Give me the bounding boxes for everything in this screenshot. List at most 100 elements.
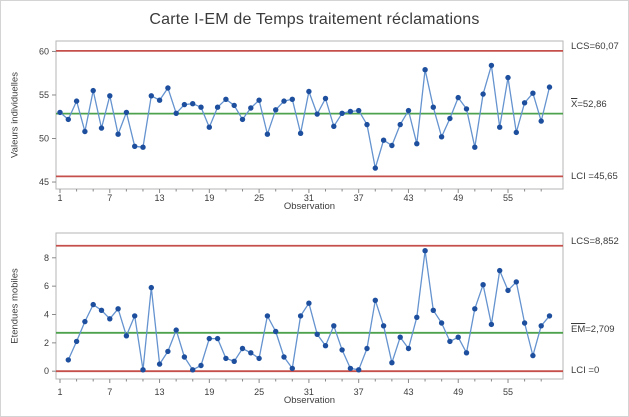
data-point[interactable] [206, 335, 212, 342]
data-point[interactable] [422, 248, 428, 254]
data-point[interactable] [331, 323, 337, 329]
data-point[interactable] [173, 327, 179, 333]
data-point[interactable] [480, 282, 486, 288]
data-point[interactable] [472, 306, 478, 312]
series-line[interactable] [59, 64, 551, 169]
moving-range-plot-area[interactable]: 0 2 4 6 8 1 7 13 19 25 31 37 43 49 55 [1, 229, 628, 417]
data-point[interactable] [488, 62, 495, 69]
data-point[interactable] [132, 313, 138, 319]
data-point[interactable] [273, 107, 279, 113]
data-point[interactable] [347, 365, 354, 372]
data-point[interactable] [140, 367, 146, 373]
data-point[interactable] [463, 106, 470, 112]
data-point[interactable] [231, 102, 237, 109]
data-point[interactable] [314, 111, 320, 117]
data-point[interactable] [156, 361, 163, 367]
data-point[interactable] [181, 101, 188, 108]
data-point[interactable] [223, 96, 229, 102]
data-point[interactable] [472, 144, 478, 150]
data-point[interactable] [314, 331, 320, 337]
data-point[interactable] [405, 345, 412, 352]
data-point[interactable] [140, 144, 146, 150]
data-point[interactable] [397, 121, 403, 128]
data-point[interactable] [331, 123, 337, 129]
data-point[interactable] [239, 116, 246, 123]
data-point[interactable] [73, 98, 80, 104]
data-point[interactable] [281, 98, 287, 104]
data-point[interactable] [513, 129, 519, 136]
data-point[interactable] [322, 343, 329, 349]
data-point[interactable] [513, 279, 519, 285]
data-point[interactable] [98, 125, 105, 131]
data-point[interactable] [289, 365, 295, 372]
data-point[interactable] [132, 143, 138, 149]
data-point[interactable] [488, 321, 495, 328]
data-point[interactable] [231, 358, 237, 364]
data-point[interactable] [546, 313, 553, 319]
data-point[interactable] [364, 121, 370, 128]
data-point[interactable] [455, 94, 461, 101]
data-point[interactable] [123, 333, 130, 339]
data-point[interactable] [505, 74, 511, 81]
data-point[interactable] [356, 107, 362, 114]
data-point[interactable] [530, 90, 536, 96]
data-point[interactable] [372, 297, 378, 303]
data-point[interactable] [190, 367, 196, 373]
data-point[interactable] [239, 345, 246, 352]
data-point[interactable] [248, 350, 254, 356]
data-point[interactable] [198, 104, 204, 110]
data-point[interactable] [463, 350, 470, 356]
data-point[interactable] [148, 284, 154, 291]
data-point[interactable] [347, 108, 354, 115]
data-point[interactable] [438, 134, 445, 140]
data-point[interactable] [173, 110, 179, 117]
data-point[interactable] [90, 87, 96, 94]
data-point[interactable] [165, 348, 171, 355]
data-point[interactable] [447, 338, 453, 345]
data-point[interactable] [430, 104, 436, 110]
data-point[interactable] [115, 306, 121, 312]
data-point[interactable] [480, 91, 486, 97]
data-point[interactable] [521, 100, 528, 106]
data-point[interactable] [73, 338, 80, 345]
data-point[interactable] [455, 334, 461, 340]
data-point[interactable] [297, 313, 304, 319]
data-point[interactable] [190, 101, 196, 107]
data-point[interactable] [438, 320, 445, 326]
data-point[interactable] [156, 97, 163, 103]
data-point[interactable] [181, 354, 188, 360]
data-point[interactable] [364, 345, 370, 352]
data-point[interactable] [165, 85, 171, 91]
data-point[interactable] [389, 360, 395, 366]
data-point[interactable] [380, 323, 387, 329]
data-point[interactable] [405, 107, 412, 114]
data-point[interactable] [107, 316, 113, 322]
data-point[interactable] [414, 141, 420, 147]
data-point[interactable] [389, 142, 395, 149]
data-point[interactable] [98, 307, 105, 313]
data-point[interactable] [82, 128, 88, 135]
data-point[interactable] [281, 354, 287, 360]
data-point[interactable] [546, 84, 553, 90]
data-point[interactable] [82, 318, 88, 325]
data-point[interactable] [273, 328, 279, 335]
data-point[interactable] [356, 367, 362, 373]
data-point[interactable] [57, 109, 63, 116]
data-point[interactable] [256, 355, 262, 362]
data-point[interactable] [414, 314, 420, 320]
data-point[interactable] [297, 130, 304, 136]
data-point[interactable] [90, 301, 96, 308]
data-point[interactable] [505, 287, 511, 294]
data-point[interactable] [447, 115, 453, 122]
data-point[interactable] [538, 323, 544, 329]
data-point[interactable] [339, 347, 345, 353]
data-point[interactable] [306, 88, 312, 95]
series-line[interactable] [67, 250, 550, 371]
data-point[interactable] [521, 320, 528, 326]
data-point[interactable] [497, 124, 503, 130]
data-point[interactable] [538, 118, 544, 124]
data-point[interactable] [107, 93, 113, 99]
data-point[interactable] [115, 131, 121, 137]
data-point[interactable] [214, 104, 221, 110]
data-point[interactable] [289, 96, 295, 102]
